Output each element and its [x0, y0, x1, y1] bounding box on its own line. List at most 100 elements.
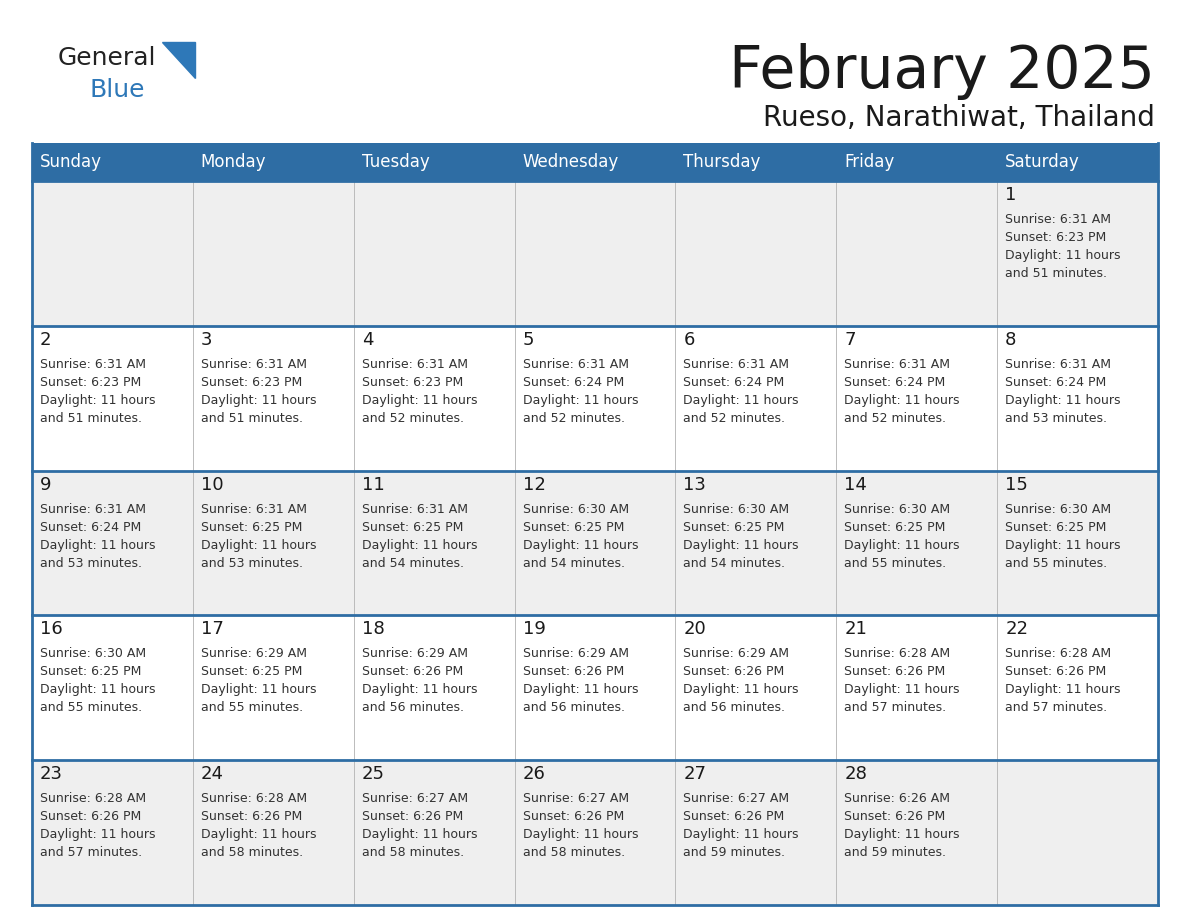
Text: Daylight: 11 hours: Daylight: 11 hours: [201, 683, 316, 697]
Text: Sunrise: 6:31 AM: Sunrise: 6:31 AM: [201, 358, 307, 371]
Text: and 58 minutes.: and 58 minutes.: [361, 846, 463, 859]
Text: and 56 minutes.: and 56 minutes.: [683, 701, 785, 714]
Text: 12: 12: [523, 476, 545, 494]
Text: 23: 23: [40, 766, 63, 783]
Text: and 56 minutes.: and 56 minutes.: [523, 701, 625, 714]
Text: General: General: [58, 46, 157, 70]
Text: 3: 3: [201, 330, 213, 349]
Text: Sunset: 6:26 PM: Sunset: 6:26 PM: [40, 811, 141, 823]
Text: 16: 16: [40, 621, 63, 638]
Text: and 52 minutes.: and 52 minutes.: [523, 412, 625, 425]
Text: and 59 minutes.: and 59 minutes.: [845, 846, 947, 859]
Text: 24: 24: [201, 766, 223, 783]
Text: Daylight: 11 hours: Daylight: 11 hours: [683, 394, 798, 407]
Text: 10: 10: [201, 476, 223, 494]
Text: Sunset: 6:26 PM: Sunset: 6:26 PM: [683, 811, 785, 823]
Text: and 59 minutes.: and 59 minutes.: [683, 846, 785, 859]
Text: Daylight: 11 hours: Daylight: 11 hours: [40, 828, 156, 841]
Text: Sunset: 6:25 PM: Sunset: 6:25 PM: [40, 666, 141, 678]
Text: Sunset: 6:24 PM: Sunset: 6:24 PM: [845, 375, 946, 389]
Text: Sunrise: 6:31 AM: Sunrise: 6:31 AM: [40, 502, 146, 516]
Text: Sunrise: 6:30 AM: Sunrise: 6:30 AM: [845, 502, 950, 516]
Text: Sunrise: 6:31 AM: Sunrise: 6:31 AM: [523, 358, 628, 371]
Text: and 52 minutes.: and 52 minutes.: [683, 412, 785, 425]
Bar: [32, 471, 1158, 615]
Text: and 56 minutes.: and 56 minutes.: [361, 701, 463, 714]
Text: Daylight: 11 hours: Daylight: 11 hours: [40, 539, 156, 552]
Text: Sunrise: 6:30 AM: Sunrise: 6:30 AM: [523, 502, 628, 516]
Text: 17: 17: [201, 621, 223, 638]
Text: Sunrise: 6:27 AM: Sunrise: 6:27 AM: [523, 792, 628, 805]
Text: Rueso, Narathiwat, Thailand: Rueso, Narathiwat, Thailand: [763, 104, 1155, 132]
Text: Sunset: 6:25 PM: Sunset: 6:25 PM: [201, 666, 302, 678]
Text: Sunset: 6:26 PM: Sunset: 6:26 PM: [361, 666, 463, 678]
Text: Saturday: Saturday: [1005, 153, 1080, 171]
Text: Sunrise: 6:29 AM: Sunrise: 6:29 AM: [683, 647, 790, 660]
Text: Sunrise: 6:30 AM: Sunrise: 6:30 AM: [40, 647, 146, 660]
Text: Monday: Monday: [201, 153, 266, 171]
Text: Daylight: 11 hours: Daylight: 11 hours: [361, 683, 478, 697]
Text: and 57 minutes.: and 57 minutes.: [1005, 701, 1107, 714]
Text: Sunrise: 6:31 AM: Sunrise: 6:31 AM: [40, 358, 146, 371]
Text: and 57 minutes.: and 57 minutes.: [845, 701, 947, 714]
Text: Sunrise: 6:31 AM: Sunrise: 6:31 AM: [361, 502, 468, 516]
Text: 20: 20: [683, 621, 706, 638]
Text: Sunset: 6:25 PM: Sunset: 6:25 PM: [361, 521, 463, 533]
Text: 27: 27: [683, 766, 707, 783]
Text: Tuesday: Tuesday: [361, 153, 430, 171]
Text: Sunrise: 6:27 AM: Sunrise: 6:27 AM: [361, 792, 468, 805]
Text: Daylight: 11 hours: Daylight: 11 hours: [845, 539, 960, 552]
Text: and 54 minutes.: and 54 minutes.: [361, 556, 463, 569]
Text: and 52 minutes.: and 52 minutes.: [361, 412, 463, 425]
Text: Daylight: 11 hours: Daylight: 11 hours: [40, 683, 156, 697]
Bar: [32, 760, 1158, 905]
Text: and 57 minutes.: and 57 minutes.: [40, 846, 143, 859]
Text: Daylight: 11 hours: Daylight: 11 hours: [845, 828, 960, 841]
Text: Sunrise: 6:26 AM: Sunrise: 6:26 AM: [845, 792, 950, 805]
Text: Daylight: 11 hours: Daylight: 11 hours: [683, 539, 798, 552]
Text: and 52 minutes.: and 52 minutes.: [845, 412, 947, 425]
Text: Sunrise: 6:30 AM: Sunrise: 6:30 AM: [683, 502, 790, 516]
Text: 7: 7: [845, 330, 855, 349]
Text: Sunrise: 6:31 AM: Sunrise: 6:31 AM: [683, 358, 790, 371]
Text: Daylight: 11 hours: Daylight: 11 hours: [1005, 249, 1120, 262]
Text: 2: 2: [40, 330, 51, 349]
Text: 11: 11: [361, 476, 385, 494]
Text: Sunrise: 6:31 AM: Sunrise: 6:31 AM: [1005, 213, 1111, 226]
Text: and 55 minutes.: and 55 minutes.: [201, 701, 303, 714]
Text: Daylight: 11 hours: Daylight: 11 hours: [523, 539, 638, 552]
Text: Sunrise: 6:28 AM: Sunrise: 6:28 AM: [201, 792, 307, 805]
Text: Sunday: Sunday: [40, 153, 102, 171]
Text: Sunset: 6:24 PM: Sunset: 6:24 PM: [1005, 375, 1106, 389]
Text: Daylight: 11 hours: Daylight: 11 hours: [845, 394, 960, 407]
Text: February 2025: February 2025: [729, 43, 1155, 100]
Text: Daylight: 11 hours: Daylight: 11 hours: [40, 394, 156, 407]
Text: 26: 26: [523, 766, 545, 783]
Text: Sunset: 6:26 PM: Sunset: 6:26 PM: [523, 666, 624, 678]
Text: and 55 minutes.: and 55 minutes.: [845, 556, 947, 569]
Text: Daylight: 11 hours: Daylight: 11 hours: [523, 683, 638, 697]
Text: Daylight: 11 hours: Daylight: 11 hours: [361, 539, 478, 552]
Text: 6: 6: [683, 330, 695, 349]
Text: 9: 9: [40, 476, 51, 494]
Text: Sunrise: 6:27 AM: Sunrise: 6:27 AM: [683, 792, 790, 805]
Text: Daylight: 11 hours: Daylight: 11 hours: [845, 683, 960, 697]
Text: and 51 minutes.: and 51 minutes.: [1005, 267, 1107, 280]
Text: Daylight: 11 hours: Daylight: 11 hours: [201, 539, 316, 552]
Text: 15: 15: [1005, 476, 1028, 494]
Bar: [32, 615, 1158, 760]
Text: Sunset: 6:26 PM: Sunset: 6:26 PM: [523, 811, 624, 823]
Text: Sunset: 6:23 PM: Sunset: 6:23 PM: [1005, 231, 1106, 244]
Text: and 54 minutes.: and 54 minutes.: [683, 556, 785, 569]
Text: Blue: Blue: [90, 78, 145, 102]
Text: 25: 25: [361, 766, 385, 783]
Text: Sunset: 6:23 PM: Sunset: 6:23 PM: [361, 375, 463, 389]
Text: Daylight: 11 hours: Daylight: 11 hours: [683, 828, 798, 841]
Text: Sunrise: 6:31 AM: Sunrise: 6:31 AM: [361, 358, 468, 371]
Text: and 54 minutes.: and 54 minutes.: [523, 556, 625, 569]
Text: Sunrise: 6:28 AM: Sunrise: 6:28 AM: [40, 792, 146, 805]
Text: Sunrise: 6:31 AM: Sunrise: 6:31 AM: [1005, 358, 1111, 371]
Bar: [32, 181, 1158, 326]
Text: Sunset: 6:24 PM: Sunset: 6:24 PM: [683, 375, 785, 389]
Text: and 58 minutes.: and 58 minutes.: [523, 846, 625, 859]
